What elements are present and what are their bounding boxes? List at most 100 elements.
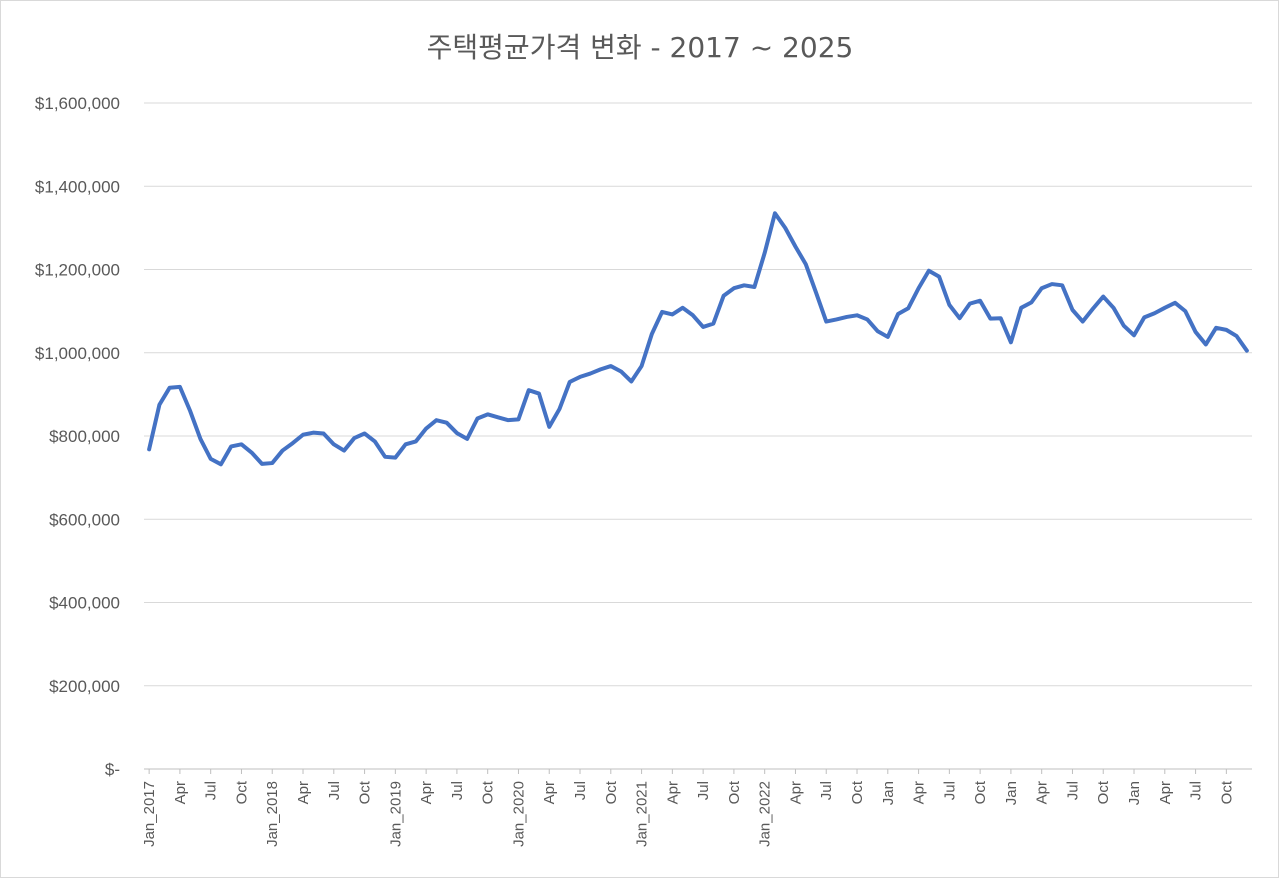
x-tick-label: Jan — [1126, 781, 1143, 805]
data-point — [1122, 324, 1126, 328]
data-point — [773, 211, 777, 215]
data-point — [1224, 328, 1228, 332]
x-tick-label: Apr — [172, 781, 189, 804]
data-point — [1235, 334, 1239, 338]
x-tick-label: Apr — [911, 781, 928, 804]
data-point — [516, 417, 520, 421]
data-point — [1245, 349, 1249, 353]
data-point — [588, 372, 592, 376]
x-tick-label: Jul — [572, 781, 589, 800]
x-tick-label: Oct — [972, 780, 989, 804]
data-point — [640, 364, 644, 368]
y-tick-label: $400,000 — [49, 594, 120, 613]
x-tick-label: Apr — [418, 781, 435, 804]
x-tick-label: Jul — [1188, 781, 1205, 800]
x-tick-label: Jan_2018 — [264, 781, 281, 847]
x-tick-label: Jul — [695, 781, 712, 800]
data-point — [1153, 311, 1157, 315]
data-point — [434, 418, 438, 422]
x-tick-label: Jul — [818, 781, 835, 800]
data-point — [147, 447, 151, 451]
data-point — [609, 364, 613, 368]
x-tick-label: Apr — [1157, 781, 1174, 804]
data-point — [537, 392, 541, 396]
y-tick-label: $200,000 — [49, 677, 120, 696]
data-point — [1194, 330, 1198, 334]
x-tick-label: Oct — [726, 780, 743, 804]
data-point — [681, 306, 685, 310]
data-point — [178, 385, 182, 389]
data-point — [855, 313, 859, 317]
data-point — [804, 262, 808, 266]
data-point — [1070, 308, 1074, 312]
data-point — [506, 418, 510, 422]
data-point — [917, 286, 921, 290]
data-point — [1204, 342, 1208, 346]
data-point — [783, 226, 787, 230]
data-point — [1009, 340, 1013, 344]
x-tick-label: Jul — [941, 781, 958, 800]
data-point — [332, 442, 336, 446]
x-tick-label: Apr — [787, 781, 804, 804]
data-point — [1112, 306, 1116, 310]
data-point — [1050, 282, 1054, 286]
data-point — [927, 269, 931, 273]
x-tick-label: Oct — [357, 780, 374, 804]
data-point — [496, 415, 500, 419]
data-point — [239, 442, 243, 446]
data-point — [752, 285, 756, 289]
y-tick-label: $1,200,000 — [35, 261, 120, 280]
data-point — [168, 386, 172, 390]
data-point — [383, 455, 387, 459]
data-point — [999, 316, 1003, 320]
data-point — [824, 320, 828, 324]
data-point — [1183, 309, 1187, 313]
data-point — [414, 439, 418, 443]
x-tick-label: Apr — [295, 781, 312, 804]
data-point — [465, 437, 469, 441]
data-point — [599, 367, 603, 371]
x-tick-label: Jan_2017 — [141, 781, 158, 847]
data-point — [219, 462, 223, 466]
data-point — [958, 316, 962, 320]
data-point — [1081, 320, 1085, 324]
data-point — [1163, 306, 1167, 310]
data-point — [1060, 283, 1064, 287]
data-point — [650, 332, 654, 336]
data-point — [763, 251, 767, 255]
data-point — [270, 461, 274, 465]
data-point — [424, 427, 428, 431]
y-tick-label: $800,000 — [49, 427, 120, 446]
data-point — [291, 441, 295, 445]
x-tick-label: Oct — [480, 780, 497, 804]
data-point — [445, 421, 449, 425]
data-point — [670, 312, 674, 316]
x-tick-label: Jul — [449, 781, 466, 800]
data-point — [393, 456, 397, 460]
data-point — [363, 432, 367, 436]
x-tick-label: Jan_2022 — [757, 781, 774, 847]
data-point — [311, 431, 315, 435]
data-point — [711, 322, 715, 326]
data-point — [886, 335, 890, 339]
data-point — [906, 306, 910, 310]
data-point — [793, 245, 797, 249]
x-tick-label: Apr — [664, 781, 681, 804]
data-point — [404, 442, 408, 446]
data-point — [1132, 333, 1136, 337]
x-tick-label: Oct — [603, 780, 620, 804]
data-point — [250, 451, 254, 455]
x-tick-label: Jan — [880, 781, 897, 805]
data-point — [742, 283, 746, 287]
gridlines — [144, 102, 1252, 770]
data-point — [865, 317, 869, 321]
x-tick-label: Jan_2019 — [387, 781, 404, 847]
x-tick-label: Jul — [1064, 781, 1081, 800]
x-tick-label: Oct — [233, 780, 250, 804]
x-axis: Jan_2017 Apr Jul Oct Jan_2018 Apr Jul Oct Jan_20… — [141, 769, 1235, 847]
series — [147, 211, 1249, 467]
data-point — [691, 313, 695, 317]
data-point — [342, 449, 346, 453]
data-point — [1019, 306, 1023, 310]
